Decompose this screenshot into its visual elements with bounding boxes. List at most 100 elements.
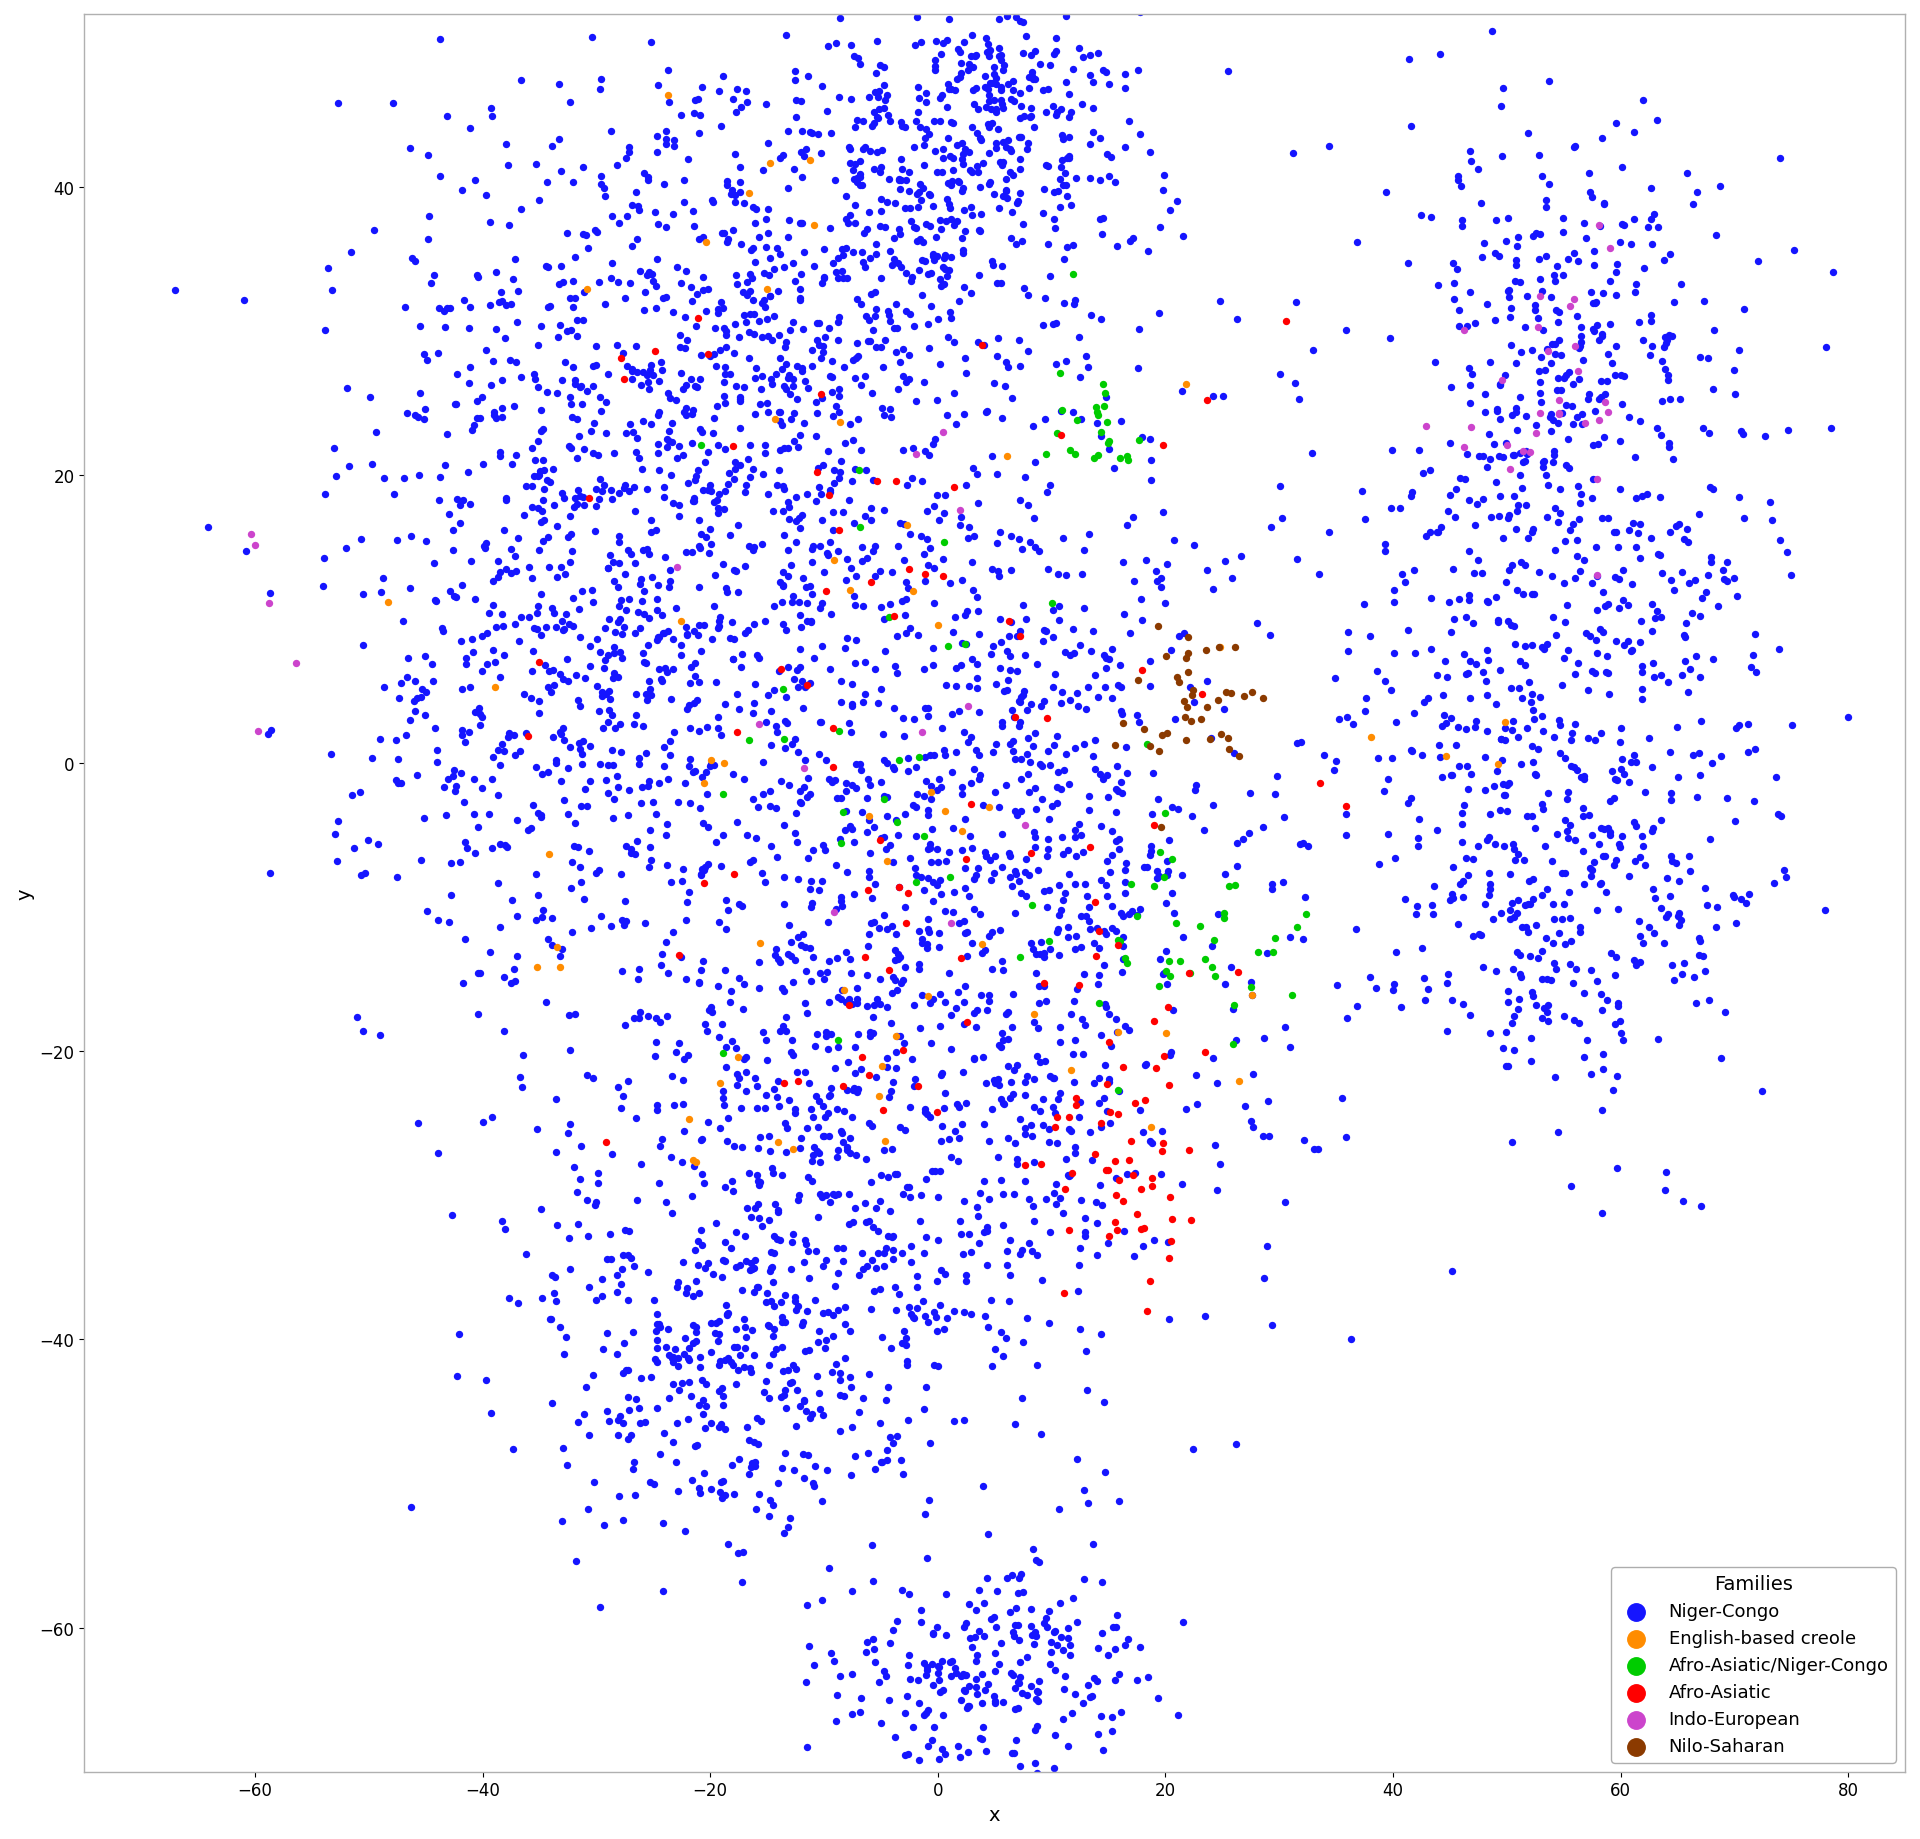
Point (1156, 793, 1187, 822)
Point (626, 454, 657, 484)
Point (1050, 561, 1081, 590)
Point (941, 132, 972, 162)
Point (710, 322, 741, 351)
Point (789, 1057, 820, 1087)
Point (989, 1091, 1020, 1120)
Point (927, 417, 958, 447)
Point (1503, 383, 1534, 412)
Point (574, 767, 605, 796)
Point (939, 1407, 970, 1436)
Point (818, 379, 849, 408)
Point (1006, 535, 1037, 565)
Point (1711, 783, 1741, 813)
Point (935, 862, 966, 892)
Point (588, 1510, 618, 1539)
Point (733, 0, 764, 18)
Point (981, 730, 1012, 760)
Point (1494, 988, 1524, 1017)
Point (989, 677, 1020, 706)
Point (1532, 504, 1563, 533)
Point (843, 1262, 874, 1291)
Point (578, 373, 609, 403)
Point (778, 583, 808, 612)
Point (1027, 1111, 1058, 1140)
Point (445, 627, 476, 657)
Point (924, 765, 954, 794)
Point (591, 419, 622, 449)
Point (618, 710, 649, 739)
Point (737, 234, 768, 263)
Point (1043, 914, 1073, 943)
Point (705, 289, 735, 318)
Point (1461, 706, 1492, 736)
Point (948, 1296, 979, 1326)
Point (722, 270, 753, 300)
Point (948, 717, 979, 747)
Point (829, 1309, 860, 1339)
Point (595, 476, 626, 506)
Point (1542, 820, 1572, 850)
Point (1494, 1052, 1524, 1081)
Point (1188, 817, 1219, 846)
Point (933, 837, 964, 866)
Point (922, 1651, 952, 1681)
Point (1601, 846, 1632, 875)
Point (914, 311, 945, 340)
Point (950, 1661, 981, 1690)
Point (457, 638, 488, 668)
Point (770, 616, 801, 645)
Point (968, 1043, 998, 1072)
Point (1526, 278, 1557, 307)
Point (1020, 1716, 1050, 1745)
Point (1058, 55, 1089, 85)
Point (618, 473, 649, 502)
Point (1515, 1024, 1546, 1054)
Point (828, 1234, 858, 1263)
Point (1071, 1376, 1102, 1405)
Point (1156, 1037, 1187, 1067)
Point (1526, 881, 1557, 910)
Point (1438, 853, 1469, 883)
Point (781, 1057, 812, 1087)
Point (973, 37, 1004, 66)
Point (995, 1083, 1025, 1113)
Point (1442, 714, 1473, 743)
Point (996, 872, 1027, 901)
Point (597, 248, 628, 278)
Point (987, 90, 1018, 120)
Point (357, 743, 388, 772)
Point (668, 1249, 699, 1278)
Point (1089, 1387, 1119, 1416)
Point (1044, 166, 1075, 195)
Point (866, 1447, 897, 1477)
Point (605, 638, 636, 668)
Point (1651, 329, 1682, 359)
Point (1609, 555, 1640, 585)
Point (495, 535, 526, 565)
Point (883, 945, 914, 975)
Point (720, 557, 751, 587)
Point (1588, 189, 1619, 219)
Point (1624, 921, 1655, 951)
Point (1039, 40, 1069, 70)
Point (737, 785, 768, 815)
Point (1540, 495, 1571, 524)
Point (991, 677, 1021, 706)
Point (1505, 960, 1536, 989)
Point (559, 831, 589, 861)
Point (645, 1131, 676, 1160)
Point (703, 485, 733, 515)
Point (981, 1613, 1012, 1642)
Point (987, 708, 1018, 737)
Point (1490, 726, 1521, 756)
Point (1638, 649, 1668, 679)
Point (981, 96, 1012, 125)
Point (1158, 997, 1188, 1026)
Point (701, 351, 732, 381)
Point (563, 421, 593, 451)
Point (1323, 704, 1354, 734)
Point (1033, 737, 1064, 767)
Point (968, 1471, 998, 1501)
Point (954, 156, 985, 186)
X-axis label: x: x (989, 1806, 1000, 1824)
